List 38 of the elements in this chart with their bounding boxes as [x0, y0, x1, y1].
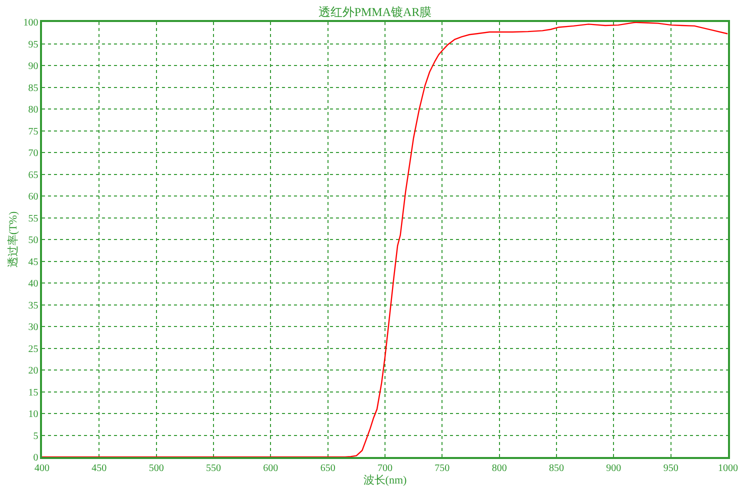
x-tick-label: 850 — [549, 462, 564, 474]
x-tick-label: 1000 — [718, 462, 738, 474]
y-tick-label: 20 — [28, 366, 38, 376]
x-tick-label: 900 — [606, 462, 622, 474]
x-tick-label: 700 — [378, 462, 392, 474]
y-tick-label: 45 — [28, 256, 38, 268]
line-series — [42, 22, 728, 457]
y-tick-label: 60 — [28, 192, 38, 202]
x-tick-label: 450 — [92, 462, 107, 474]
y-tick-label: 25 — [28, 344, 38, 355]
y-tick-label: 65 — [28, 170, 38, 181]
x-tick-label: 800 — [492, 462, 507, 474]
y-tick-label: 50 — [28, 235, 38, 246]
x-tick-label: 750 — [434, 462, 450, 474]
y-tick-label: 80 — [28, 104, 38, 116]
chart-title: 透红外PMMA镀AR膜 — [318, 4, 432, 19]
y-tick-label: 90 — [28, 61, 38, 72]
y-tick-label: 70 — [28, 148, 38, 159]
x-tick-label: 550 — [206, 462, 221, 474]
y-tick-label: 10 — [28, 409, 38, 420]
y-tick-label: 0 — [33, 452, 38, 464]
y-tick-label: 15 — [28, 387, 38, 398]
y-tick-label: 85 — [28, 82, 38, 94]
y-tick-label: 5 — [33, 430, 38, 442]
y-tick-label: 35 — [28, 300, 38, 312]
x-axis-title: 波长(nm) — [363, 474, 408, 487]
y-axis-title: 透过率(T%) — [6, 211, 20, 268]
y-tick-label: 30 — [28, 322, 38, 333]
y-tick-label: 95 — [28, 39, 38, 50]
x-tick-label: 950 — [663, 462, 678, 474]
y-tick-label: 55 — [28, 213, 38, 224]
x-tick-label: 600 — [263, 462, 278, 474]
y-tick-label: 100 — [23, 18, 38, 28]
y-tick-label: 75 — [28, 126, 38, 138]
y-tick-label: 40 — [28, 278, 38, 290]
x-tick-label: 650 — [320, 462, 336, 474]
x-tick-label: 400 — [34, 462, 50, 474]
x-tick-label: 500 — [148, 462, 164, 474]
